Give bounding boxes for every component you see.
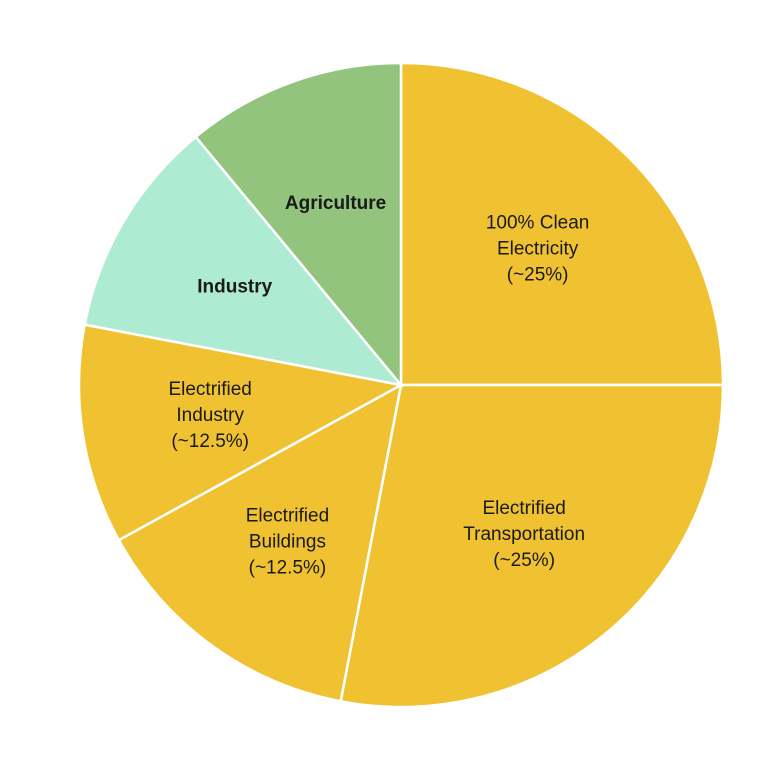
slice-label-line: Electrified — [246, 505, 329, 526]
slice-label-line: (~12.5%) — [171, 431, 249, 452]
slice-label-line: Industry — [197, 277, 272, 298]
pie-slice — [83, 135, 405, 387]
slice-label-line: (~25%) — [507, 264, 569, 285]
slice-label-line: 100% Clean — [486, 212, 590, 233]
slice-label-line: Transportation — [463, 524, 585, 545]
slice-label-line: Electrified — [168, 379, 251, 400]
slice-label-line: Electrified — [482, 498, 565, 519]
slice-label: Agriculture — [285, 193, 386, 214]
pie-slice — [77, 323, 405, 542]
pie-slice — [339, 383, 725, 709]
slice-label-line: Electricity — [497, 238, 579, 259]
slice-label: Industry — [197, 277, 272, 298]
slice-label-line: Industry — [176, 405, 244, 426]
slice-label-line: (~12.5%) — [249, 557, 327, 578]
pie-slice — [193, 61, 403, 389]
pie-slice — [399, 61, 725, 387]
slice-label-line: Buildings — [249, 531, 326, 552]
slice-label-line: Agriculture — [285, 193, 386, 214]
slice-label: Electrified Industry (~12.5%) — [168, 379, 251, 452]
slice-label-line: (~25%) — [493, 550, 555, 571]
slice-label: Electrified Buildings (~12.5%) — [246, 505, 329, 578]
pie-labels: 100% Clean Electricity (~25%) Electrified Tr… — [168, 193, 589, 578]
slice-label: 100% Clean Electricity (~25%) — [486, 212, 590, 285]
slice-label: Electrified Transportation (~25%) — [463, 498, 585, 571]
pie-slices — [77, 61, 725, 709]
pie-slice — [117, 382, 403, 703]
